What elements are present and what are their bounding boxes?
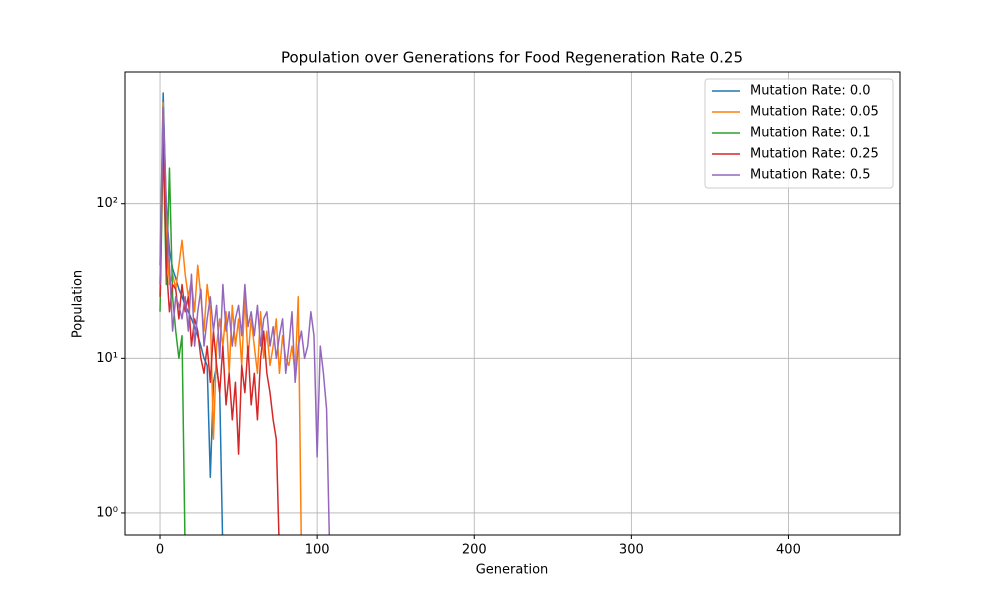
plot-lines — [159, 92, 331, 535]
x-tick-label: 400 — [776, 543, 801, 558]
legend-box — [704, 78, 894, 189]
x-axis-label: Generation — [476, 563, 549, 578]
x-tick-label: 100 — [305, 543, 330, 558]
legend-label: Mutation Rate: 0.1 — [750, 126, 871, 141]
x-tick-label: 300 — [619, 543, 644, 558]
y-tick-label: 10¹ — [96, 351, 118, 366]
y-tick-label: 10⁰ — [96, 505, 118, 520]
x-tick-label: 0 — [156, 543, 164, 558]
series-line — [159, 106, 331, 535]
legend-label: Mutation Rate: 0.5 — [750, 168, 871, 183]
grid — [125, 72, 900, 535]
legend-label: Mutation Rate: 0.05 — [750, 105, 879, 120]
y-tick-label: 10² — [96, 196, 118, 211]
legend: Mutation Rate: 0.0 Mutation Rate: 0.05 Mut… — [704, 78, 894, 189]
y-axis-label: Population — [71, 270, 86, 338]
legend-label: Mutation Rate: 0.25 — [750, 147, 879, 162]
plot-frame — [124, 71, 901, 536]
chart-title: Population over Generations for Food Reg… — [281, 49, 743, 67]
x-tick-label: 200 — [462, 543, 487, 558]
legend-label: Mutation Rate: 0.0 — [750, 84, 871, 99]
